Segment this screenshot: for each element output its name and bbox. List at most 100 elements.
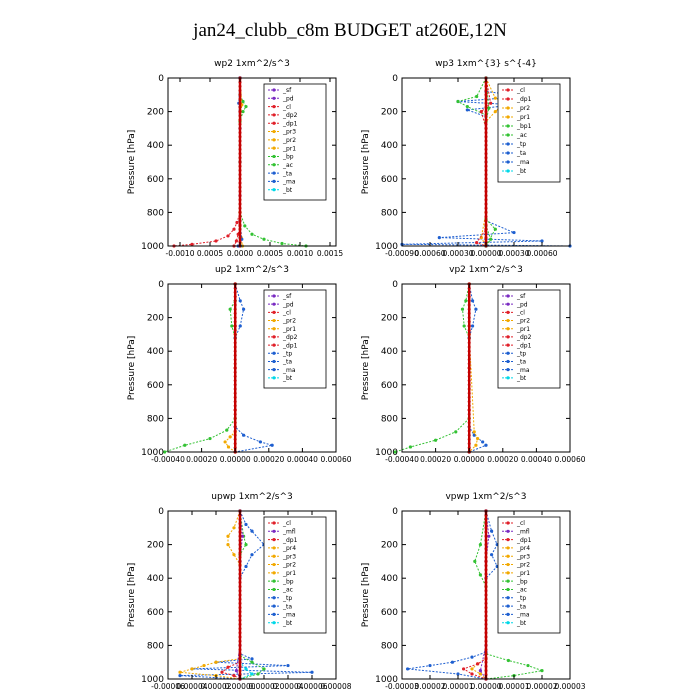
legend-marker <box>506 151 510 155</box>
total-line-marker <box>484 559 488 563</box>
total-line-marker <box>467 341 471 345</box>
total-line-marker <box>238 236 242 240</box>
legend: _cl _mfl_dp1_pr4_pr3 _pr2_pr1_bp _ac_tp_ta _… <box>263 516 327 634</box>
total-line-marker <box>484 93 488 97</box>
legend-label: _ta <box>516 359 526 366</box>
legend-marker <box>272 294 276 298</box>
series-point <box>475 94 479 99</box>
series-line <box>234 283 273 453</box>
legend-marker <box>506 604 510 608</box>
legend-label: _bp <box>282 154 294 161</box>
total-line-marker <box>467 416 471 420</box>
total-line-marker <box>233 370 237 374</box>
total-line-marker <box>238 101 242 105</box>
series-point <box>464 299 468 303</box>
total-line-marker <box>467 324 471 328</box>
total-line-marker <box>238 231 242 235</box>
total-line-marker <box>484 89 488 93</box>
series-point <box>478 672 482 676</box>
total-line-marker <box>484 215 488 219</box>
x-tick-label: -0.00040 <box>385 455 419 464</box>
y-tick-label: 400 <box>381 574 398 584</box>
total-line-marker <box>233 345 237 349</box>
total-line-marker <box>467 362 471 366</box>
total-line-marker <box>238 198 242 202</box>
total-line-marker <box>238 215 242 219</box>
total-line-marker <box>484 198 488 202</box>
series-point <box>242 307 246 311</box>
x-tick-label: 0.00002 <box>414 682 445 691</box>
legend-marker <box>272 587 276 592</box>
y-tick-label: 0 <box>392 74 398 84</box>
total-line-marker <box>484 143 488 147</box>
series-point <box>490 553 494 557</box>
legend-marker <box>506 529 510 533</box>
total-line-marker <box>233 337 237 341</box>
y-tick-label: 400 <box>147 574 164 584</box>
total-line-marker <box>233 328 237 332</box>
total-line-marker <box>484 173 488 177</box>
series-point <box>470 655 474 659</box>
legend-marker <box>506 327 510 331</box>
x-tick-label: 0.00000 <box>220 455 251 464</box>
total-line-marker <box>233 290 237 294</box>
total-line-marker <box>484 593 488 597</box>
legend-label: _pr3 <box>282 129 296 136</box>
legend-marker <box>506 97 510 101</box>
total-line-marker <box>233 391 237 395</box>
legend-label: _bt <box>516 620 527 627</box>
x-tick-label: 0.00006 <box>296 682 327 691</box>
legend: _cl _dp1 _pr2 _pr1 _bp1 _ac _tp _ta _ma _bt <box>497 83 561 183</box>
total-line-marker <box>484 627 488 631</box>
total-line-marker <box>238 131 242 135</box>
legend-label: _pd <box>282 301 294 308</box>
total-line-marker <box>238 622 242 626</box>
legend-box <box>263 289 327 389</box>
series-point <box>473 559 477 564</box>
total-line-marker <box>238 122 242 126</box>
series-point <box>234 239 238 243</box>
series-point <box>226 534 230 538</box>
total-line-marker <box>238 580 242 584</box>
total-line-marker <box>484 631 488 635</box>
series-point <box>223 440 227 444</box>
total-line-marker <box>233 446 237 450</box>
legend-label: _bp1 <box>516 123 532 130</box>
legend-marker <box>506 554 510 558</box>
series-point <box>244 667 248 671</box>
total-line-marker <box>233 286 237 290</box>
legend-marker <box>272 302 276 306</box>
total-line-marker <box>238 118 242 122</box>
total-line-marker <box>233 311 237 315</box>
series-point <box>512 230 516 235</box>
legend-label: _ta <box>282 170 292 177</box>
series-point <box>226 234 230 238</box>
series-line <box>468 283 487 453</box>
legend-label: _ta <box>282 359 292 366</box>
legend-label: _pr2 <box>516 105 530 112</box>
y-tick-label: 1000 <box>141 448 164 458</box>
total-line-marker <box>233 416 237 420</box>
y-tick-label: 800 <box>147 208 164 218</box>
legend-marker <box>506 335 510 339</box>
series-point <box>493 96 497 100</box>
series-point <box>526 663 530 668</box>
total-line-marker <box>467 442 471 446</box>
chart-panel-5: upwp 1xm^2/s^3 Pressure [hPa] 0 200 400 600 80… <box>127 492 352 691</box>
total-line-marker <box>238 173 242 177</box>
series-point <box>456 99 460 104</box>
legend-label: _ta <box>516 603 526 610</box>
total-line-marker <box>238 564 242 568</box>
total-line-marker <box>238 513 242 517</box>
x-tick-label: 0.00000 <box>454 455 485 464</box>
legend-marker <box>272 129 276 134</box>
legend-label: _tp <box>282 595 292 602</box>
y-tick-label: 800 <box>147 641 164 651</box>
chart-panel-3: up2 1xm^2/s^3 Pressure [hPa] 0 200 400 600 800… <box>127 265 352 464</box>
y-tick-label: 400 <box>147 347 164 357</box>
legend-label: _tp <box>516 350 526 357</box>
total-line-marker <box>467 387 471 391</box>
series-line <box>456 77 496 247</box>
total-line-marker <box>484 114 488 118</box>
series-point <box>470 667 474 671</box>
